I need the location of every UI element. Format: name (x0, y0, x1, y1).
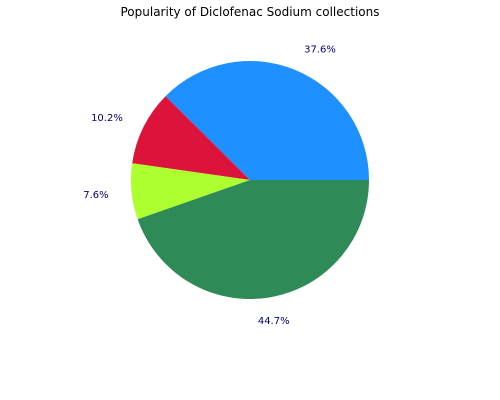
pie-slice-3 (137, 180, 369, 299)
pie-slices (130, 61, 369, 299)
slice-labels: 37.6% 10.2% 7.6% 44.7% (83, 45, 336, 327)
pie-slice-0 (165, 61, 369, 180)
pie-slice-label-3: 44.7% (258, 316, 290, 327)
pie-slice-label-2: 7.6% (83, 190, 108, 201)
pie-slice-label-0: 37.6% (304, 45, 336, 56)
pie-slice-label-1: 10.2% (91, 113, 123, 124)
chart-title: Popularity of Diclofenac Sodium collecti… (120, 5, 379, 19)
pie-slice-2 (130, 163, 250, 220)
pie-slice-1 (132, 96, 250, 180)
